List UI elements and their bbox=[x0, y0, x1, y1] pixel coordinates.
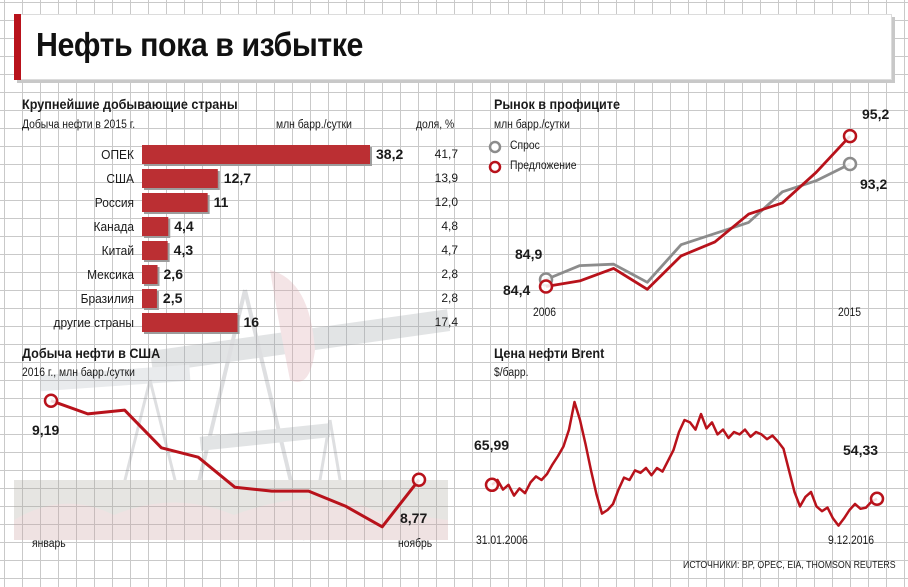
country-label: ОПЕК bbox=[101, 147, 134, 162]
title-accent-bar bbox=[14, 14, 21, 80]
producers-title: Крупнейшие добывающие страны bbox=[22, 96, 238, 112]
supply-start-label: 84,4 bbox=[503, 282, 531, 298]
share-label: 2,8 bbox=[441, 291, 458, 305]
bar-4 bbox=[142, 241, 168, 260]
supply-end-label: 95,2 bbox=[862, 106, 890, 122]
surplus-unit-label: млн барр./сутки bbox=[494, 119, 570, 131]
bar-value-label: 2,6 bbox=[163, 266, 183, 282]
producers-share-label: доля, % bbox=[416, 119, 455, 131]
share-label: 4,8 bbox=[441, 219, 458, 233]
demand-end-label: 93,2 bbox=[860, 176, 888, 192]
producers-subtitle: Добыча нефти в 2015 г. bbox=[22, 119, 136, 131]
us-production-line bbox=[50, 399, 421, 529]
legend-demand-marker bbox=[488, 140, 502, 154]
producers-unit-label: млн барр./сутки bbox=[276, 119, 352, 131]
surplus-x-start: 2006 bbox=[533, 307, 557, 319]
bar-7 bbox=[142, 313, 238, 332]
demand-start-label: 84,9 bbox=[515, 246, 543, 262]
share-label: 41,7 bbox=[434, 147, 458, 161]
share-label: 4,7 bbox=[441, 243, 458, 257]
bar-value-label: 4,4 bbox=[174, 218, 194, 234]
country-label: Канада bbox=[93, 219, 134, 234]
brent-title: Цена нефти Brent bbox=[494, 345, 605, 361]
us-x-start: январь bbox=[32, 538, 66, 550]
bar-value-label: 16 bbox=[243, 314, 260, 330]
brent-unit-label: $/барр. bbox=[494, 367, 529, 379]
bar-value-label: 4,3 bbox=[173, 242, 194, 258]
bar-value-label: 2,5 bbox=[162, 290, 183, 306]
bar-value-label: 38,2 bbox=[376, 146, 404, 162]
bar-2 bbox=[142, 193, 208, 212]
country-label: другие страны bbox=[53, 315, 134, 330]
source-note: ИСТОЧНИКИ: BP, OPEC, EIA, THOMSON REUTER… bbox=[683, 560, 896, 571]
surplus-x-end: 2015 bbox=[838, 307, 862, 319]
us-production-unit-label: 2016 г., млн барр./сутки bbox=[22, 367, 135, 379]
bar-value-label: 12,7 bbox=[223, 170, 252, 186]
bar-3 bbox=[142, 217, 169, 236]
page-title: Нефть пока в избытке bbox=[36, 26, 363, 63]
us-x-end: ноябрь bbox=[398, 538, 433, 550]
brent-x-end: 9.12.2016 bbox=[828, 535, 875, 547]
country-label: Россия bbox=[94, 195, 134, 210]
surplus-title: Рынок в профиците bbox=[494, 96, 620, 112]
brent-x-start: 31.01.2006 bbox=[476, 535, 528, 547]
series-start-marker bbox=[538, 279, 554, 294]
brent-end-label: 54,33 bbox=[843, 442, 879, 458]
bar-1 bbox=[142, 169, 218, 188]
us-production-title: Добыча нефти в США bbox=[22, 345, 161, 361]
country-label: Мексика bbox=[87, 267, 134, 282]
us-end-label: 8,77 bbox=[400, 510, 428, 526]
share-label: 12,0 bbox=[434, 195, 458, 209]
brent-end-marker bbox=[869, 491, 885, 507]
brent-price-line bbox=[491, 400, 878, 527]
legend-supply-label: Предложение bbox=[510, 160, 577, 172]
country-label: Китай bbox=[101, 243, 134, 258]
share-label: 17,4 bbox=[434, 315, 458, 329]
country-label: США bbox=[106, 171, 134, 186]
share-label: 13,9 bbox=[434, 171, 458, 185]
us-start-marker bbox=[43, 393, 59, 408]
series-end-marker bbox=[842, 128, 858, 144]
bar-6 bbox=[142, 289, 157, 308]
brent-start-label: 65,99 bbox=[474, 437, 510, 453]
country-label: Бразилия bbox=[80, 291, 134, 306]
us-start-label: 9,19 bbox=[32, 422, 60, 438]
share-label: 2,8 bbox=[441, 267, 458, 281]
legend-supply-marker bbox=[488, 160, 502, 174]
series-end-marker bbox=[842, 156, 858, 172]
brent-start-marker bbox=[484, 477, 500, 493]
bar-5 bbox=[142, 265, 158, 284]
series-line-supply bbox=[545, 135, 852, 291]
bar-value-label: 11 bbox=[213, 194, 229, 210]
legend-demand-label: Спрос bbox=[510, 140, 540, 152]
bar-0 bbox=[142, 145, 370, 164]
us-end-marker bbox=[411, 472, 427, 488]
